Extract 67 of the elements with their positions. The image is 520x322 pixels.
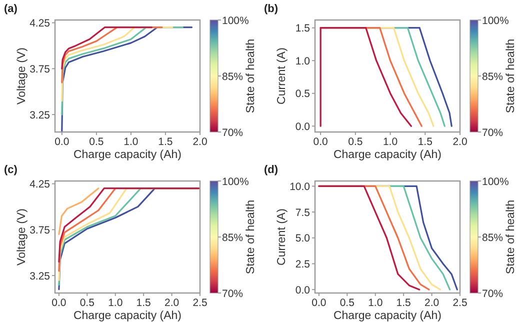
color-bar-title: State of health	[245, 200, 257, 274]
y-tick-label: 2.5	[295, 258, 310, 271]
x-tick-label: 2.5	[452, 297, 468, 309]
color-bar-title: State of health	[245, 38, 257, 114]
x-tick-label: 0.5	[89, 136, 104, 148]
x-tick-label: 0.5	[80, 297, 95, 309]
y-tick-label: 1.5	[295, 22, 310, 35]
y-tick-label: 3.25	[30, 270, 50, 282]
x-axis-title: Charge capacity (Ah)	[333, 149, 442, 161]
y-tick-label: 3.75	[30, 224, 50, 236]
y-tick-label: 1.0	[295, 55, 310, 68]
y-tick-label: 4.25	[30, 18, 50, 30]
line-series	[58, 188, 100, 236]
chart-title: (d)	[264, 164, 278, 176]
x-tick-label: 1.5	[418, 136, 433, 148]
x-tick-label: 2.0	[452, 136, 468, 148]
color-bar-label: 85%	[482, 232, 504, 244]
chart-title: (a)	[4, 3, 18, 15]
y-tick-label: 0.0	[295, 120, 310, 133]
x-tick-label: 1.0	[124, 136, 138, 148]
y-axis-title: Current (A)	[276, 47, 288, 104]
y-tick-label: 0.0	[295, 284, 310, 296]
color-bar-label: 100%	[222, 15, 249, 27]
y-tick-label: 7.5	[295, 206, 310, 219]
color-bar-label: 70%	[482, 127, 504, 139]
x-tick-label: 2.5	[192, 297, 208, 309]
color-bar-label: 70%	[482, 288, 504, 300]
x-tick-label: 1.0	[368, 297, 383, 309]
x-tick-label: 1.0	[382, 136, 398, 148]
x-axis-title: Charge capacity (Ah)	[333, 310, 442, 322]
color-bar-label: 85%	[222, 71, 244, 83]
color-bar-label: 100%	[222, 176, 249, 188]
color-bar-title: State of health	[505, 200, 517, 274]
y-tick-label: 4.25	[30, 178, 50, 191]
chart-title: (c)	[4, 164, 18, 176]
color-bar-label: 100%	[482, 176, 509, 188]
x-axis-title: Charge capacity (Ah)	[73, 310, 182, 322]
line-series	[61, 26, 152, 70]
x-tick-label: 0.0	[312, 297, 326, 309]
x-tick-label: 1.0	[108, 297, 123, 309]
x-axis-title: Charge capacity (Ah)	[73, 149, 182, 161]
x-tick-label: 2.0	[424, 297, 440, 309]
y-tick-label: 5.0	[295, 232, 310, 245]
color-bar-label: 85%	[222, 232, 244, 244]
color-bar-label: 85%	[482, 71, 504, 83]
x-tick-label: 0.0	[52, 297, 66, 309]
x-tick-label: 1.5	[158, 136, 173, 148]
x-tick-label: 2.0	[164, 297, 180, 309]
color-bar-label: 100%	[482, 15, 509, 27]
x-tick-label: 0.5	[348, 136, 363, 148]
x-tick-label: 2.0	[192, 136, 208, 148]
y-tick-label: 3.25	[30, 109, 50, 122]
color-bar-label: 70%	[222, 288, 244, 300]
y-tick-label: 3.75	[30, 63, 50, 76]
y-axis-title: Current (A)	[276, 208, 288, 266]
x-tick-label: 1.5	[136, 297, 152, 309]
x-tick-label: 0.0	[54, 136, 70, 148]
y-axis-title: Voltage (V)	[16, 208, 28, 266]
x-tick-label: 0.5	[340, 297, 355, 309]
color-bar-title: State of health	[505, 38, 517, 114]
y-tick-label: 0.5	[295, 88, 310, 100]
x-tick-label: 1.5	[396, 297, 412, 309]
chart-title: (b)	[264, 3, 278, 15]
color-bar-label: 70%	[222, 127, 244, 139]
y-axis-title: Voltage (V)	[16, 47, 28, 104]
x-tick-label: 0.0	[313, 136, 328, 148]
y-tick-label: 10.0	[290, 180, 310, 193]
